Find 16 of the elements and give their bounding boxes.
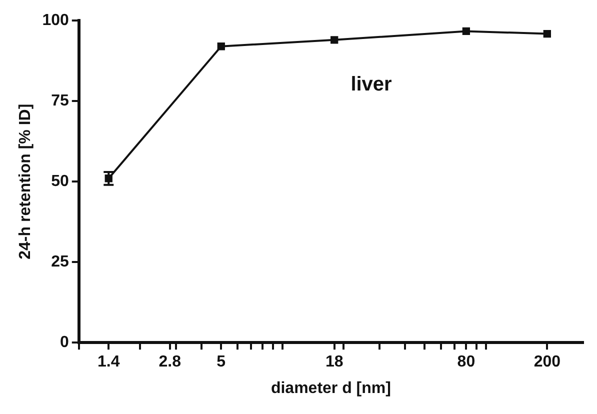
x-tick-label: 80 — [457, 354, 476, 371]
x-tick-label: 2.8 — [158, 354, 182, 371]
x-tick-label: 200 — [534, 354, 561, 371]
annotation: liver — [350, 74, 392, 96]
x-tick-label: 18 — [325, 354, 344, 371]
x-axis-title: diameter d [nm] — [270, 380, 391, 397]
y-tick-label: 50 — [51, 173, 69, 190]
y-axis-title: 24-h retention [% ID] — [17, 104, 34, 260]
y-tick-label: 75 — [51, 92, 69, 110]
point — [217, 42, 225, 50]
y-tick-label: 0 — [60, 334, 69, 352]
point — [330, 36, 338, 44]
y-tick-label: 100 — [42, 12, 69, 30]
y-tick-label: 25 — [51, 254, 69, 271]
x-tick-label: 5 — [216, 354, 226, 371]
x-tick-label: 1.4 — [98, 354, 120, 371]
